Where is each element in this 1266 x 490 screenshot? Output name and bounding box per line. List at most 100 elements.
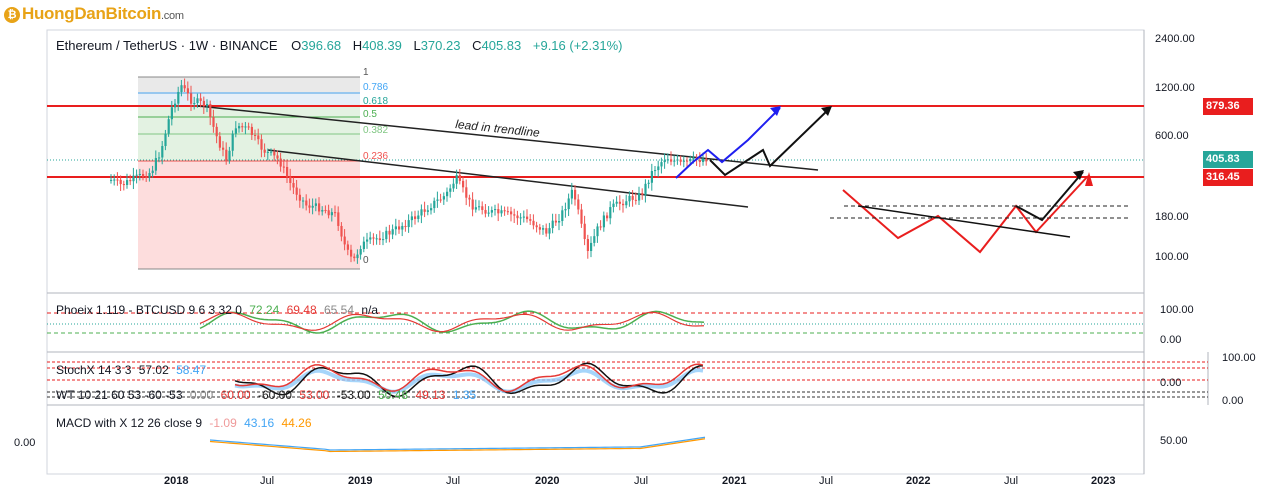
candle-body [670, 159, 673, 162]
candle-body [442, 196, 445, 200]
candle-body [650, 171, 653, 183]
candle-body [282, 166, 285, 168]
candle-body [142, 173, 145, 177]
candle-body [359, 249, 362, 255]
support-price-tag: 316.45 [1203, 169, 1253, 186]
phoenix-name[interactable]: Phoeix 1.119 - BTCUSD 9 6 3 32 0 [56, 303, 242, 317]
macd-pane[interactable] [209, 436, 706, 453]
candle-body [225, 149, 228, 161]
macd-legend[interactable]: MACD with X 12 26 close 9 -1.09 43.16 44… [56, 416, 316, 430]
candle-body [663, 160, 666, 163]
time-tick: 2019 [348, 475, 372, 487]
candle-body [244, 126, 247, 128]
lower-trendline[interactable] [267, 149, 749, 208]
candle-body [522, 216, 525, 218]
candle-body [177, 91, 180, 104]
projection-path-black-2[interactable] [1015, 171, 1084, 222]
arrow-head [1085, 172, 1093, 186]
phoenix-tick: 100.00 [1160, 304, 1194, 316]
projection-trendline[interactable] [857, 205, 1071, 238]
stochx-pane[interactable] [47, 361, 1208, 398]
candle-body [356, 254, 359, 259]
candle-body [615, 201, 618, 204]
stochx-legend[interactable]: StochX 14 3 3 57.02 58.47 [56, 363, 210, 377]
projection-path-black[interactable] [709, 107, 831, 177]
wt-v: 60.00 [220, 388, 251, 402]
candle-body [366, 239, 369, 242]
stochx-name[interactable]: StochX 14 3 3 [56, 363, 132, 377]
candle-body [570, 189, 573, 199]
candle-body [289, 176, 292, 184]
candle-body [311, 205, 314, 208]
projection-path-blue[interactable] [675, 107, 781, 179]
candle-body [247, 126, 250, 128]
time-tick: Jul [446, 475, 460, 487]
candle-body [407, 220, 410, 228]
symbol-title[interactable]: Ethereum / TetherUS · 1W · BINANCE [56, 38, 278, 53]
candle-body [270, 151, 273, 153]
wt-name[interactable]: WT 10 21 60 53 -60 -53 [56, 388, 183, 402]
candle-body [551, 220, 554, 229]
price-axis[interactable]: 2400.00 1200.00 600.00 180.00 100.00 100… [14, 33, 1256, 449]
high-label: H [352, 38, 363, 53]
macd-name[interactable]: MACD with X 12 26 close 9 [56, 416, 203, 430]
wt-v: 50.48 [378, 388, 409, 402]
upper-trendline[interactable] [197, 105, 819, 171]
candle-body [545, 228, 548, 234]
price-tick: 180.00 [1155, 211, 1189, 223]
candle-body [145, 176, 148, 178]
candle-body [538, 227, 541, 230]
candle-body [209, 104, 212, 118]
fib-label: 0 [363, 255, 369, 266]
time-axis[interactable]: 2018 Jul 2019 Jul 2020 Jul 2021 Jul 2022 Jul 2023 [164, 475, 1115, 487]
candle-body [567, 198, 570, 210]
wt-legend[interactable]: WT 10 21 60 53 -60 -53 0.00 60.00 -60.00… [56, 388, 480, 402]
candle-body [369, 237, 372, 240]
candle-body [452, 183, 455, 189]
candle-body [478, 206, 481, 208]
candle-body [362, 241, 365, 250]
candle-body [532, 220, 535, 226]
candle-body [394, 226, 397, 230]
open-value: 396.68 [301, 38, 342, 53]
candle-body [666, 159, 669, 161]
candle-body [116, 179, 119, 181]
candle-body [590, 242, 593, 251]
candle-body [378, 238, 381, 241]
site-logo[interactable]: ₿ HuongDanBitcoin.com [4, 4, 184, 24]
candle-body [631, 195, 634, 200]
symbol-legend[interactable]: Ethereum / TetherUS · 1W · BINANCE O396.… [56, 38, 627, 53]
phoenix-pane[interactable] [47, 310, 1144, 334]
candle-body [660, 162, 663, 167]
candle-body [334, 212, 337, 214]
time-tick: 2020 [535, 475, 559, 487]
fib-retracement[interactable]: 1 0.786 0.618 0.5 0.382 0.236 0 [138, 67, 388, 270]
candle-body [218, 136, 221, 148]
candle-body [564, 209, 567, 211]
candle-body [186, 88, 189, 94]
candle-body [471, 199, 474, 210]
candle-body [167, 119, 170, 134]
candle-body [654, 170, 657, 172]
candle-body [273, 151, 276, 156]
candle-body [583, 223, 586, 240]
candle-body [420, 209, 423, 216]
arrow-head [1073, 170, 1084, 180]
candlestick-series[interactable] [110, 78, 708, 264]
close-value: 405.83 [481, 38, 522, 53]
phoenix-legend[interactable]: Phoeix 1.119 - BTCUSD 9 6 3 32 0 72.24 6… [56, 303, 382, 317]
candle-body [577, 199, 580, 210]
candle-body [500, 210, 503, 214]
candle-body [644, 183, 647, 195]
candle-body [606, 215, 609, 219]
phoenix-tick: 0.00 [1160, 334, 1181, 346]
candle-body [593, 236, 596, 243]
candle-body [330, 212, 333, 216]
candle-body [487, 212, 490, 214]
macd-tick: 50.00 [1160, 435, 1188, 447]
candle-body [436, 199, 439, 201]
candle-body [638, 193, 641, 201]
candle-body [202, 100, 205, 107]
